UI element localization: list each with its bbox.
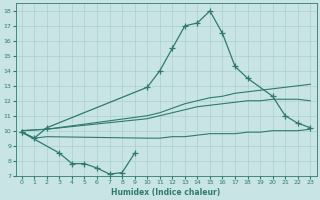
- X-axis label: Humidex (Indice chaleur): Humidex (Indice chaleur): [111, 188, 221, 197]
